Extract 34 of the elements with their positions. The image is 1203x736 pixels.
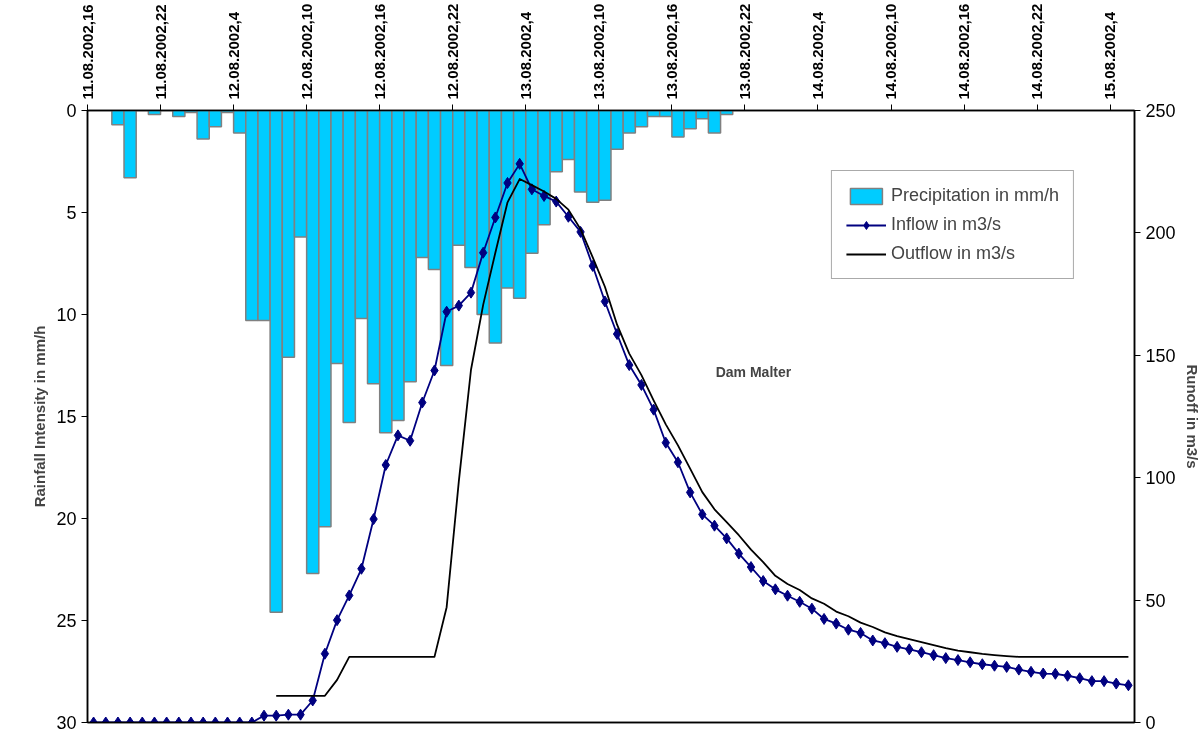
y2-axis-title: Runoff in m3/s bbox=[1183, 364, 1201, 469]
x-tick-label: 11.08.2002,16 bbox=[78, 4, 96, 100]
y2-tick-label: 200 bbox=[1145, 223, 1176, 244]
y2-tick-label: 50 bbox=[1145, 590, 1166, 611]
x-tick-label: 11.08.2002,22 bbox=[151, 4, 169, 100]
y-tick-label: 15 bbox=[56, 407, 77, 427]
x-tick-label: 12.08.2002,10 bbox=[297, 3, 315, 100]
legend-label: Inflow in m3/s bbox=[890, 214, 1001, 235]
x-tick-label: 13.08.2002,16 bbox=[662, 3, 680, 100]
x-tick-label: 14.08.2002,4 bbox=[808, 11, 826, 100]
y-tick-label: 20 bbox=[56, 509, 77, 529]
x-tick-label: 12.08.2002,22 bbox=[443, 3, 461, 100]
x-tick-label: 12.08.2002,4 bbox=[224, 11, 242, 100]
y-tick-label: 30 bbox=[56, 713, 77, 733]
x-tick-label: 13.08.2002,10 bbox=[589, 3, 607, 100]
x-tick-label: 14.08.2002,16 bbox=[955, 3, 973, 100]
legend-label: Precipitation in mm/h bbox=[890, 185, 1059, 206]
annotation: Dam Malter bbox=[715, 363, 792, 380]
x-tick-label: 13.08.2002,4 bbox=[516, 11, 534, 100]
x-tick-label: 13.08.2002,22 bbox=[735, 3, 753, 100]
y-tick-label: 0 bbox=[66, 101, 77, 121]
x-tick-label: 14.08.2002,22 bbox=[1028, 3, 1046, 100]
y2-tick-label: 250 bbox=[1145, 101, 1176, 121]
y-tick-label: 5 bbox=[66, 203, 77, 223]
y-tick-label: 25 bbox=[56, 611, 77, 631]
x-tick-label: 14.08.2002,10 bbox=[882, 3, 900, 100]
y-tick-label: 10 bbox=[56, 305, 77, 325]
y2-tick-label: 150 bbox=[1145, 345, 1176, 366]
y-axis-title: Rainfall Intensity in mm/h bbox=[31, 325, 49, 508]
y2-tick-label: 0 bbox=[1145, 713, 1156, 733]
x-tick-label: 12.08.2002,16 bbox=[370, 3, 388, 100]
y2-tick-label: 100 bbox=[1145, 468, 1176, 489]
legend-label: Outflow in m3/s bbox=[890, 243, 1015, 264]
x-tick-label: 15.08.2002,4 bbox=[1101, 11, 1119, 100]
